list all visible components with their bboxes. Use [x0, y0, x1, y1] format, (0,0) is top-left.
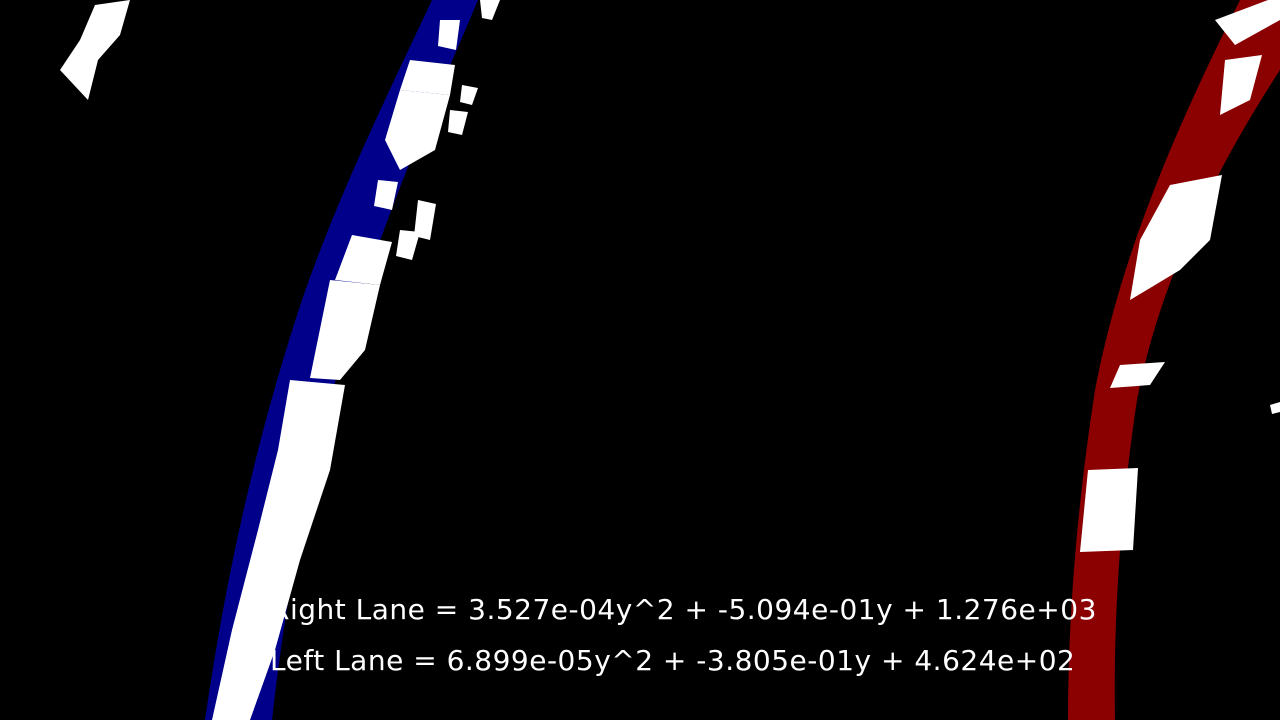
right-lane-fit-band [1068, 0, 1280, 720]
right-lane-pixels [1080, 0, 1280, 552]
right-lane-equation: Right Lane = 3.527e-04y^2 + -5.094e-01y … [270, 593, 1097, 626]
left-lane-pixels [212, 0, 500, 720]
stray-pixels-top-left [60, 0, 130, 100]
left-lane-equation: Left Lane = 6.899e-05y^2 + -3.805e-01y +… [270, 644, 1076, 677]
